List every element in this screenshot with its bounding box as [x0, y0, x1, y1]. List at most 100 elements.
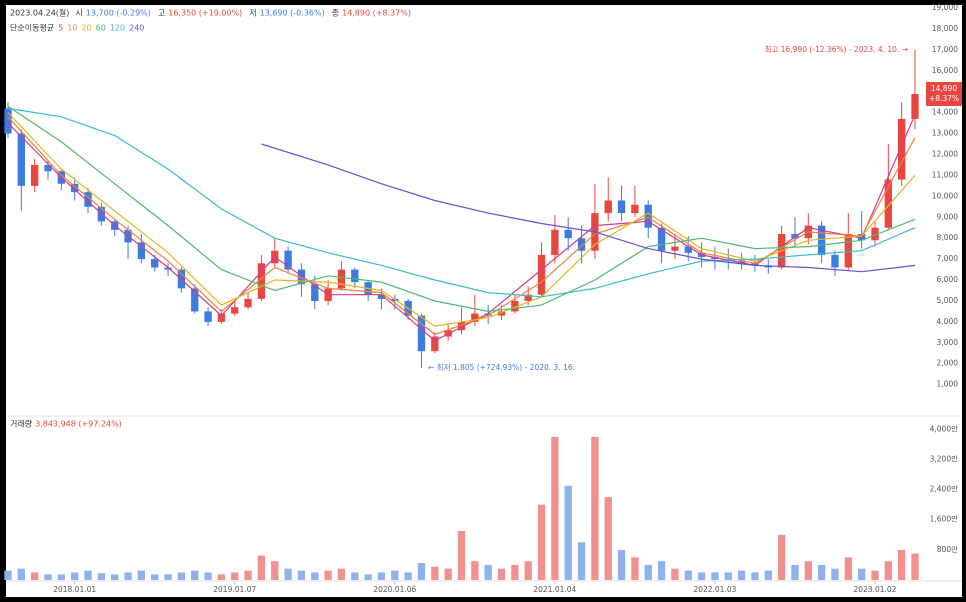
volume-bar	[791, 564, 799, 580]
legend-entry: 240	[129, 24, 144, 33]
candle-body	[497, 311, 506, 316]
volume-bar	[737, 570, 746, 580]
candle-body	[631, 204, 639, 214]
y-tick-label: 13,000	[932, 129, 958, 138]
volume-bar	[871, 570, 879, 580]
candle-body	[511, 300, 519, 312]
y-tick-label: 9,000	[937, 212, 959, 221]
volume-bar	[644, 564, 652, 580]
x-tick-label: 2020.01.06	[373, 585, 416, 594]
volume-bar	[124, 572, 132, 580]
candle-body	[471, 313, 479, 322]
y-tick-label: 1,000	[937, 380, 959, 389]
volume-bar	[604, 497, 612, 580]
volume-bar	[724, 572, 732, 580]
header-date: 2023.04.24(월)	[10, 8, 69, 18]
volume-bar	[897, 549, 906, 580]
volume-bar	[831, 568, 839, 580]
candle-body	[911, 94, 919, 119]
volume-bar	[817, 564, 826, 580]
ma-legend-title: 단순이동평균	[10, 23, 54, 33]
header-value: 16,350 (+19.00%)	[168, 9, 242, 18]
volume-bar	[244, 570, 252, 580]
y-tick-label: 14,000	[932, 108, 958, 117]
y-tick-label: 18,000	[932, 24, 958, 33]
x-tick-label: 2023.01.02	[854, 585, 897, 594]
volume-bar	[591, 436, 599, 580]
volume-bar	[71, 572, 79, 580]
volume-bar	[484, 564, 492, 580]
candle-body	[897, 118, 906, 180]
candle-body	[17, 133, 26, 186]
volume-bar	[151, 574, 159, 580]
x-tick-label: 2021.01.04	[533, 585, 576, 594]
candle-body	[431, 336, 439, 352]
low-annotation: ← 최저 1,805 (+724.93%) - 2020. 3. 16.	[428, 362, 575, 372]
legend-entry: 120	[110, 24, 125, 33]
volume-bar	[311, 572, 319, 580]
candle-body	[617, 200, 626, 214]
y-tick-label: 3,200만	[930, 454, 958, 463]
volume-bar	[457, 531, 466, 580]
candle-body	[4, 108, 12, 134]
volume-bar	[804, 561, 812, 580]
candle-body	[751, 263, 759, 266]
moving-average-line	[7, 105, 916, 313]
candle-body	[311, 284, 319, 301]
volume-bar	[684, 570, 692, 580]
volume-bar	[351, 572, 359, 580]
candle-body	[831, 254, 839, 268]
chart-background	[6, 5, 962, 597]
candle-body	[417, 315, 426, 352]
candle-body	[31, 164, 39, 186]
candle-body	[351, 269, 359, 283]
candle-body	[791, 233, 799, 239]
volume-bar	[777, 534, 786, 580]
volume-bar	[631, 557, 639, 580]
volume-bar	[657, 561, 666, 580]
y-tick-label: 16,000	[932, 66, 958, 75]
x-tick-label: 2018.01.01	[53, 585, 96, 594]
candle-body	[657, 227, 666, 251]
candle-body	[151, 259, 159, 268]
volume-bar	[444, 568, 452, 580]
volume-bar	[337, 568, 346, 580]
y-tick-label: 5,000	[937, 296, 959, 305]
candle-body	[644, 204, 652, 228]
header-value: 14,890 (+8.37%)	[342, 9, 411, 18]
volume-bar	[97, 573, 106, 580]
volume-bar	[257, 555, 266, 580]
y-tick-label: 12,000	[932, 149, 958, 158]
volume-bar	[577, 542, 586, 580]
candle-body	[257, 263, 266, 299]
candle-body	[684, 246, 692, 253]
volume-title: 거래량	[10, 419, 33, 429]
y-tick-label: 10,000	[932, 191, 958, 200]
volume-bar	[364, 574, 372, 580]
y-tick-label: 3,000	[937, 338, 959, 347]
candle-body	[44, 164, 52, 172]
volume-bar	[511, 564, 519, 580]
legend-entry: 20	[81, 24, 91, 33]
volume-bar	[17, 568, 26, 580]
candle-body	[284, 250, 292, 270]
volume-bar	[84, 570, 92, 580]
volume-bar	[404, 572, 412, 580]
volume-bar	[497, 568, 506, 580]
header-label: 고	[158, 9, 165, 18]
volume-bar	[271, 561, 279, 580]
y-tick-label: 8,000	[937, 233, 959, 242]
candle-body	[604, 200, 612, 214]
volume-bar	[697, 572, 706, 580]
volume-bar	[537, 504, 546, 580]
volume-bar	[111, 574, 119, 580]
price-badge	[926, 82, 962, 107]
volume-bar	[711, 572, 719, 580]
y-tick-label: 6,000	[937, 275, 959, 284]
candle-body	[297, 269, 306, 285]
volume-bar	[471, 561, 479, 580]
candle-body	[817, 225, 826, 255]
y-tick-label: 7,000	[937, 254, 959, 263]
candle-body	[564, 229, 572, 239]
candle-body	[551, 229, 559, 255]
